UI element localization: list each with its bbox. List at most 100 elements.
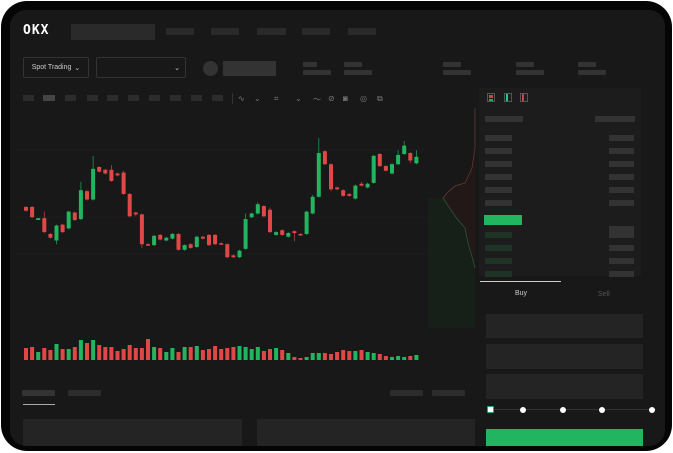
- candle: [115, 173, 120, 176]
- buy-tab[interactable]: Buy: [515, 290, 528, 297]
- chart-type-icon[interactable]: ⌗: [274, 94, 279, 103]
- settings-icon[interactable]: ◎: [360, 94, 367, 103]
- timeframe-button[interactable]: [149, 95, 160, 101]
- volume-bar: [341, 350, 346, 360]
- price-input[interactable]: [486, 314, 643, 338]
- candle: [188, 244, 193, 248]
- nav-item[interactable]: [302, 28, 330, 35]
- timeframe-button[interactable]: [65, 95, 76, 101]
- volume-bar: [85, 343, 89, 360]
- timeframe-button[interactable]: [212, 95, 223, 101]
- timeframe-button[interactable]: [107, 95, 118, 101]
- volume-bar: [371, 353, 376, 360]
- nav-item[interactable]: [348, 28, 376, 35]
- timeframe-button[interactable]: [128, 95, 139, 101]
- candle: [66, 211, 71, 229]
- volume-bar: [54, 344, 59, 360]
- ask-price: [485, 187, 512, 193]
- last-price: [484, 215, 522, 225]
- tab-open-orders[interactable]: [22, 390, 55, 396]
- chevron-down-icon: ⌄: [74, 64, 81, 72]
- slider-stop-75[interactable]: [599, 407, 605, 413]
- timeframe-button[interactable]: [170, 95, 181, 101]
- camera-icon[interactable]: ◙: [343, 94, 348, 103]
- volume-bar: [194, 346, 199, 360]
- orderbook-both-icon[interactable]: [487, 93, 495, 102]
- candle: [219, 243, 224, 245]
- candle: [24, 206, 28, 211]
- candle: [255, 204, 260, 214]
- ask-amount: [609, 135, 634, 141]
- volume-bar: [402, 357, 407, 360]
- filter-button[interactable]: [390, 390, 423, 396]
- slider-stop-100[interactable]: [649, 407, 655, 413]
- slider-stop-50[interactable]: [560, 407, 566, 413]
- filter-button[interactable]: [432, 390, 465, 396]
- nav-item[interactable]: [166, 28, 194, 35]
- line-chart-icon[interactable]: 〜: [313, 95, 321, 104]
- volume-bar: [48, 350, 53, 360]
- timeframe-button[interactable]: [191, 95, 202, 101]
- stat-value: [344, 70, 372, 75]
- candle: [158, 234, 163, 240]
- candle: [243, 219, 248, 249]
- volume-bar: [182, 347, 187, 360]
- pair-selector[interactable]: ⌄: [96, 57, 186, 78]
- stat-value: [303, 70, 331, 75]
- tab-underline: [23, 404, 55, 405]
- volume-bar: [30, 347, 35, 360]
- candle: [316, 153, 321, 197]
- total-input[interactable]: [486, 374, 643, 399]
- amount-slider-track[interactable]: [490, 409, 656, 410]
- volume-bar: [261, 351, 266, 360]
- candle: [402, 145, 407, 154]
- candlestick-chart: [16, 138, 426, 360]
- bid-amount: [609, 232, 634, 238]
- slider-stop-0[interactable]: [487, 406, 494, 413]
- compare-icon[interactable]: ⌄: [254, 94, 261, 103]
- draw-icon[interactable]: ⊘: [328, 94, 335, 103]
- fullscreen-icon[interactable]: ⧉: [377, 94, 383, 103]
- volume-bar: [359, 350, 364, 360]
- depth-chart: [428, 108, 476, 328]
- nav-item[interactable]: [211, 28, 239, 35]
- timeframe-button[interactable]: [23, 95, 34, 101]
- candle: [298, 233, 303, 236]
- spot-trading-dropdown[interactable]: Spot Trading ⌄: [23, 57, 89, 78]
- nav-item[interactable]: [257, 28, 286, 35]
- buy-submit-button[interactable]: [486, 429, 643, 446]
- volume-bar: [298, 358, 303, 360]
- volume-bar: [24, 348, 28, 360]
- timeframe-button[interactable]: [43, 95, 55, 101]
- candle: [121, 172, 126, 194]
- volume-bar: [213, 346, 218, 360]
- bid-amount: [609, 258, 634, 264]
- volume-bar: [188, 347, 193, 360]
- candle: [347, 193, 352, 196]
- candle: [48, 233, 53, 238]
- chart-area[interactable]: [16, 110, 426, 380]
- search-bar[interactable]: [71, 24, 155, 40]
- timeframe-button[interactable]: [87, 95, 98, 101]
- chevron-down-icon[interactable]: ⌄: [295, 94, 302, 103]
- candle: [383, 166, 388, 171]
- ask-amount: [609, 174, 634, 180]
- amount-input[interactable]: [486, 344, 643, 369]
- slider-stop-25[interactable]: [520, 407, 526, 413]
- candle: [414, 156, 419, 164]
- candle: [359, 183, 364, 186]
- tab-order-history[interactable]: [68, 390, 101, 396]
- volume-bar: [353, 351, 358, 360]
- sell-tab[interactable]: Sell: [598, 291, 610, 298]
- candle: [268, 209, 272, 233]
- volume-bar: [103, 347, 108, 360]
- orderbook-asks-icon[interactable]: [520, 93, 528, 102]
- orderbook-bids-icon[interactable]: [504, 93, 512, 102]
- volume-bar: [109, 347, 114, 360]
- candle: [139, 214, 144, 245]
- candle: [274, 232, 279, 235]
- candle: [182, 245, 187, 250]
- indicator-icon[interactable]: ∿: [238, 94, 245, 103]
- ask-amount: [609, 148, 634, 154]
